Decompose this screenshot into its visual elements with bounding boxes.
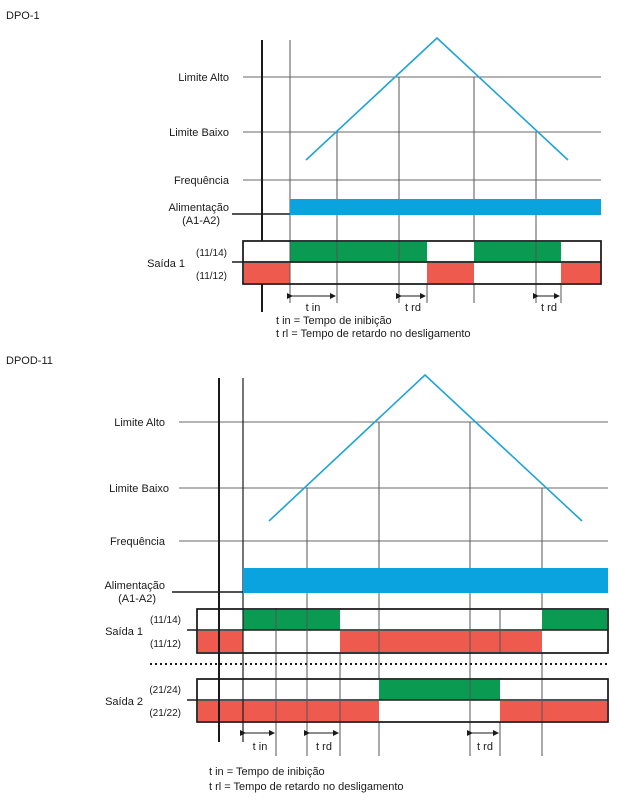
dpo1-label-a1a2: (A1-A2) [182, 215, 220, 227]
dpo1-contact-no-on [244, 263, 290, 283]
dpo1-terminal-1112: (11/12) [196, 271, 227, 282]
dpod11-saida2-no-on [198, 701, 379, 721]
dpod11-label-frequencia: Frequência [110, 536, 166, 548]
dpo1-contact-no-on [427, 263, 474, 283]
dpod11-title: DPOD-11 [6, 355, 53, 367]
dpod11-saida1-nc-on [243, 610, 340, 630]
dpo1-label-alimentacao: Alimentação [168, 202, 229, 214]
dpod11-legend-trl: t rl = Tempo de retardo no desligamento [209, 781, 404, 793]
dpod11-label-alimentacao: Alimentação [104, 580, 165, 592]
dpod11-supply-bar [243, 568, 608, 593]
dpod11-frequency-ramp [268, 373, 583, 522]
dpod11-label-saida2: Saída 2 [105, 696, 143, 708]
dpo1-contact-no-on [561, 263, 601, 283]
dpo1-label-saida1: Saída 1 [147, 258, 185, 270]
dpod11-label-a1a2: (A1-A2) [118, 593, 156, 605]
dpo1-legend-tin: t in = Tempo de inibição [276, 315, 392, 327]
dpo1-contact-nc-on [474, 242, 561, 262]
dpod11-diagram: DPOD-11 [6, 355, 609, 793]
dpo1-trd-label: t rd [541, 302, 557, 314]
dpo1-label-limite-alto: Limite Alto [178, 72, 229, 84]
dpo1-contact-nc-on [290, 242, 427, 262]
dpod11-label-limite-baixo: Limite Baixo [109, 483, 169, 495]
dpod11-label-limite-alto: Limite Alto [114, 417, 165, 429]
dpo1-terminal-1114: (11/14) [196, 248, 227, 259]
dpod11-saida1-frame [196, 608, 609, 654]
dpo1-supply-bar [290, 199, 601, 215]
dpo1-label-limite-baixo: Limite Baixo [169, 127, 229, 139]
dpod11-legend-tin: t in = Tempo de inibição [209, 766, 325, 778]
dpod11-terminal-1112: (11/12) [150, 639, 181, 650]
dpod11-tin-label: t in [253, 741, 268, 753]
dpod11-saida2-no-on [500, 701, 607, 721]
dpo1-tin-label: t in [306, 302, 321, 314]
dpod11-saida1-nc-on [542, 610, 607, 630]
dpo1-legend-trl: t rl = Tempo de retardo no desligamento [276, 328, 471, 340]
dpod11-saida2-nc-on [379, 680, 500, 700]
dpo1-diagram: DPO-1 [6, 10, 602, 340]
dpo1-frequency-ramp [305, 36, 569, 161]
dpod11-saida1-no-on [340, 631, 542, 652]
dpod11-label-saida1: Saída 1 [105, 626, 143, 638]
dpod11-terminal-1114: (11/14) [150, 615, 181, 626]
dpod11-trd-label: t rd [477, 741, 493, 753]
dpo1-title: DPO-1 [6, 10, 40, 22]
dpod11-terminal-2124: (21/24) [149, 685, 181, 696]
dpo1-trd-label: t rd [405, 302, 421, 314]
dpod11-saida1-no-on [198, 631, 243, 652]
dpod11-trd-label: t rd [316, 741, 332, 753]
dpo1-label-frequencia: Frequência [174, 175, 230, 187]
dpod11-terminal-2122: (21/22) [149, 708, 181, 719]
